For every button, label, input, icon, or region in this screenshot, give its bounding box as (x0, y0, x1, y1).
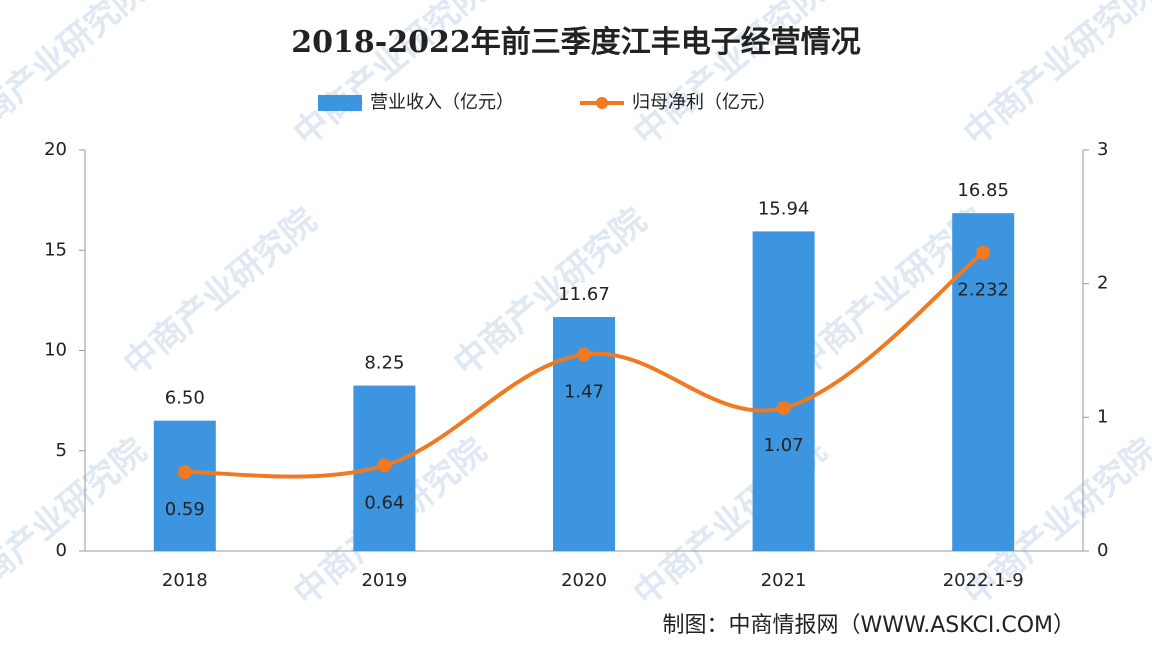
bar (153, 420, 216, 551)
source: 制图：中商情报网（WWW.ASKCI.COM） (663, 613, 1075, 638)
line-value-label: 0.64 (364, 492, 404, 513)
watermark: 中商产业研究院 (956, 0, 1152, 154)
bar-value-label: 15.94 (758, 198, 810, 219)
watermark: 中商产业研究院 (116, 201, 324, 385)
watermark: 中商产业研究院 (286, 0, 494, 154)
legend-swatch (318, 95, 362, 111)
chart-title: 2018-2022年前三季度江丰电子经营情况 (291, 25, 860, 60)
y-tick-label: 20 (44, 139, 67, 160)
line-value-label: 1.47 (564, 382, 604, 403)
x-tick-label: 2018 (162, 570, 208, 591)
watermark: 中商产业研究院 (626, 0, 834, 154)
line-marker (177, 465, 192, 480)
legend-label: 归母净利（亿元） (632, 92, 776, 113)
y2-tick-label: 0 (1097, 540, 1108, 561)
line-marker (377, 458, 392, 473)
bar (752, 231, 815, 551)
bar (952, 213, 1015, 551)
bar-value-label: 6.50 (165, 388, 205, 409)
y2-tick-label: 3 (1097, 139, 1108, 160)
y-tick-label: 0 (56, 540, 67, 561)
x-tick-label: 2020 (561, 570, 607, 591)
line-marker (577, 347, 591, 362)
x-tick-label: 2021 (761, 570, 807, 591)
bar-value-label: 11.67 (558, 284, 610, 305)
y-tick-label: 10 (44, 340, 67, 361)
line-marker (776, 400, 791, 415)
x-tick-label: 2022.1-9 (943, 570, 1024, 591)
y-tick-label: 15 (44, 239, 67, 260)
line-marker (976, 245, 991, 260)
bar-value-label: 8.25 (364, 353, 404, 374)
bar-value-label: 16.85 (957, 180, 1009, 201)
y2-tick-label: 2 (1097, 273, 1108, 294)
y-tick-label: 5 (56, 440, 67, 461)
line-value-label: 1.07 (764, 435, 804, 456)
x-tick-label: 2019 (361, 570, 407, 591)
legend-label: 营业收入（亿元） (370, 92, 514, 113)
legend-marker (596, 97, 608, 109)
watermark: 中商产业研究院 (0, 431, 154, 615)
line-value-label: 2.232 (957, 280, 1009, 301)
watermark: 中商产业研究院 (0, 0, 154, 154)
line-value-label: 0.59 (165, 499, 205, 520)
y2-tick-label: 1 (1097, 406, 1108, 427)
